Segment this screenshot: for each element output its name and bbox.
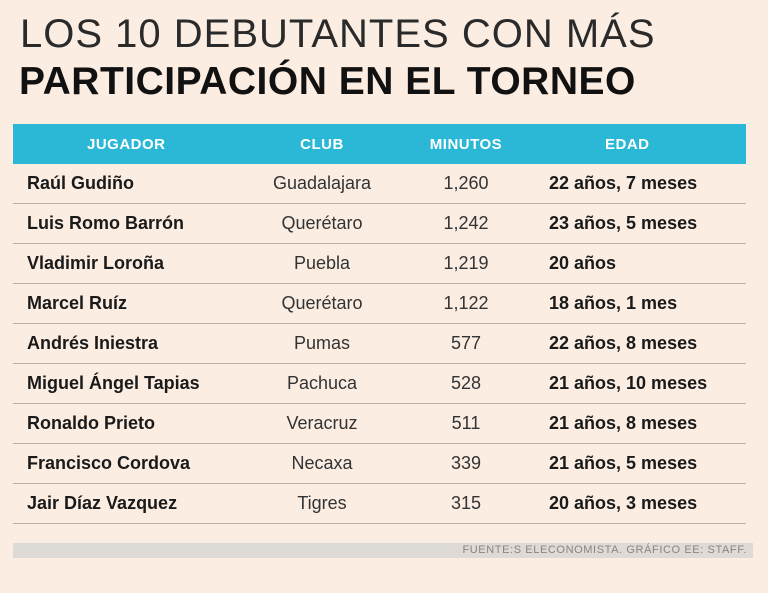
cell-minutos: 511 — [451, 413, 481, 433]
cell-edad: 23 años, 5 meses — [549, 213, 698, 233]
cell-club: Veracruz — [286, 413, 358, 433]
cell-minutos: 339 — [450, 453, 482, 473]
cell-jugador: Raúl Gudiño — [27, 173, 134, 193]
table-row: Vladimir Loroña Puebla 1,219 20 años — [13, 244, 746, 284]
cell-club: Puebla — [293, 253, 351, 273]
cell-jugador: Jair Díaz Vazquez — [27, 493, 178, 513]
cell-jugador: Andrés Iniestra — [27, 333, 159, 353]
cell-jugador: Vladimir Loroña — [27, 253, 165, 273]
table-row: Francisco Cordova Necaxa 339 21 años, 5 mes… — [13, 444, 746, 484]
cell-minutos: 1,260 — [443, 173, 489, 193]
table-row: Jair Díaz Vazquez Tigres 315 20 años, 3 mes… — [13, 484, 746, 524]
cell-club: Pumas — [293, 333, 351, 353]
table-row: Luis Romo Barrón Querétaro 1,242 23 años, 5… — [13, 204, 746, 244]
cell-edad: 21 años, 5 meses — [549, 453, 698, 473]
header-minutos: MINUTOS — [429, 135, 503, 153]
table-row: Andrés Iniestra Pumas 577 22 años, 8 meses — [13, 324, 746, 364]
cell-jugador: Miguel Ángel Tapias — [27, 373, 200, 393]
table-body: Raúl Gudiño Guadalajara 1,260 22 años, 7 me… — [13, 164, 746, 524]
cell-edad: 20 años, 3 meses — [549, 493, 698, 513]
cell-edad: 18 años, 1 mes — [549, 293, 678, 313]
table-row: Ronaldo Prieto Veracruz 511 21 años, 8 mese… — [13, 404, 746, 444]
cell-edad: 21 años, 10 meses — [549, 373, 708, 393]
header-club: CLUB — [300, 135, 344, 153]
cell-minutos: 315 — [450, 493, 482, 513]
table-row: Raúl Gudiño Guadalajara 1,260 22 años, 7 me… — [13, 164, 746, 204]
cell-jugador: Marcel Ruíz — [27, 293, 128, 313]
cell-minutos: 577 — [450, 333, 482, 353]
cell-edad: 20 años — [549, 253, 617, 273]
header-jugador: JUGADOR — [87, 135, 166, 153]
cell-club: Querétaro — [281, 213, 363, 233]
cell-minutos: 1,122 — [443, 293, 489, 313]
cell-club: Guadalajara — [272, 173, 372, 193]
title-line-1: LOS 10 DEBUTANTES CON MÁS — [20, 12, 656, 56]
cell-edad: 22 años, 8 meses — [549, 333, 698, 353]
table-header: JUGADOR CLUB MINUTOS EDAD — [13, 124, 746, 164]
cell-minutos: 528 — [450, 373, 482, 393]
cell-club: Pachuca — [286, 373, 358, 393]
header-edad: EDAD — [605, 135, 650, 153]
cell-club: Tigres — [297, 493, 347, 513]
table-row: Miguel Ángel Tapias Pachuca 528 21 años, 10… — [13, 364, 746, 404]
cell-jugador: Luis Romo Barrón — [27, 213, 185, 233]
cell-minutos: 1,242 — [443, 213, 489, 233]
cell-edad: 22 años, 7 meses — [549, 173, 698, 193]
source-footer: FUENTE:S ELECONOMISTA. GRÁFICO EE: STAFF… — [13, 543, 753, 558]
data-table: JUGADOR CLUB MINUTOS EDAD Raúl Gudiño Gua… — [13, 124, 746, 524]
title-line-2: PARTICIPACIÓN EN EL TORNEO — [19, 60, 636, 103]
cell-edad: 21 años, 8 meses — [549, 413, 698, 433]
table-row: Marcel Ruíz Querétaro 1,122 18 años, 1 mes — [13, 284, 746, 324]
cell-jugador: Ronaldo Prieto — [27, 413, 156, 433]
cell-minutos: 1,219 — [443, 253, 489, 273]
cell-club: Necaxa — [291, 453, 353, 473]
cell-club: Querétaro — [281, 293, 363, 313]
cell-jugador: Francisco Cordova — [27, 453, 191, 473]
